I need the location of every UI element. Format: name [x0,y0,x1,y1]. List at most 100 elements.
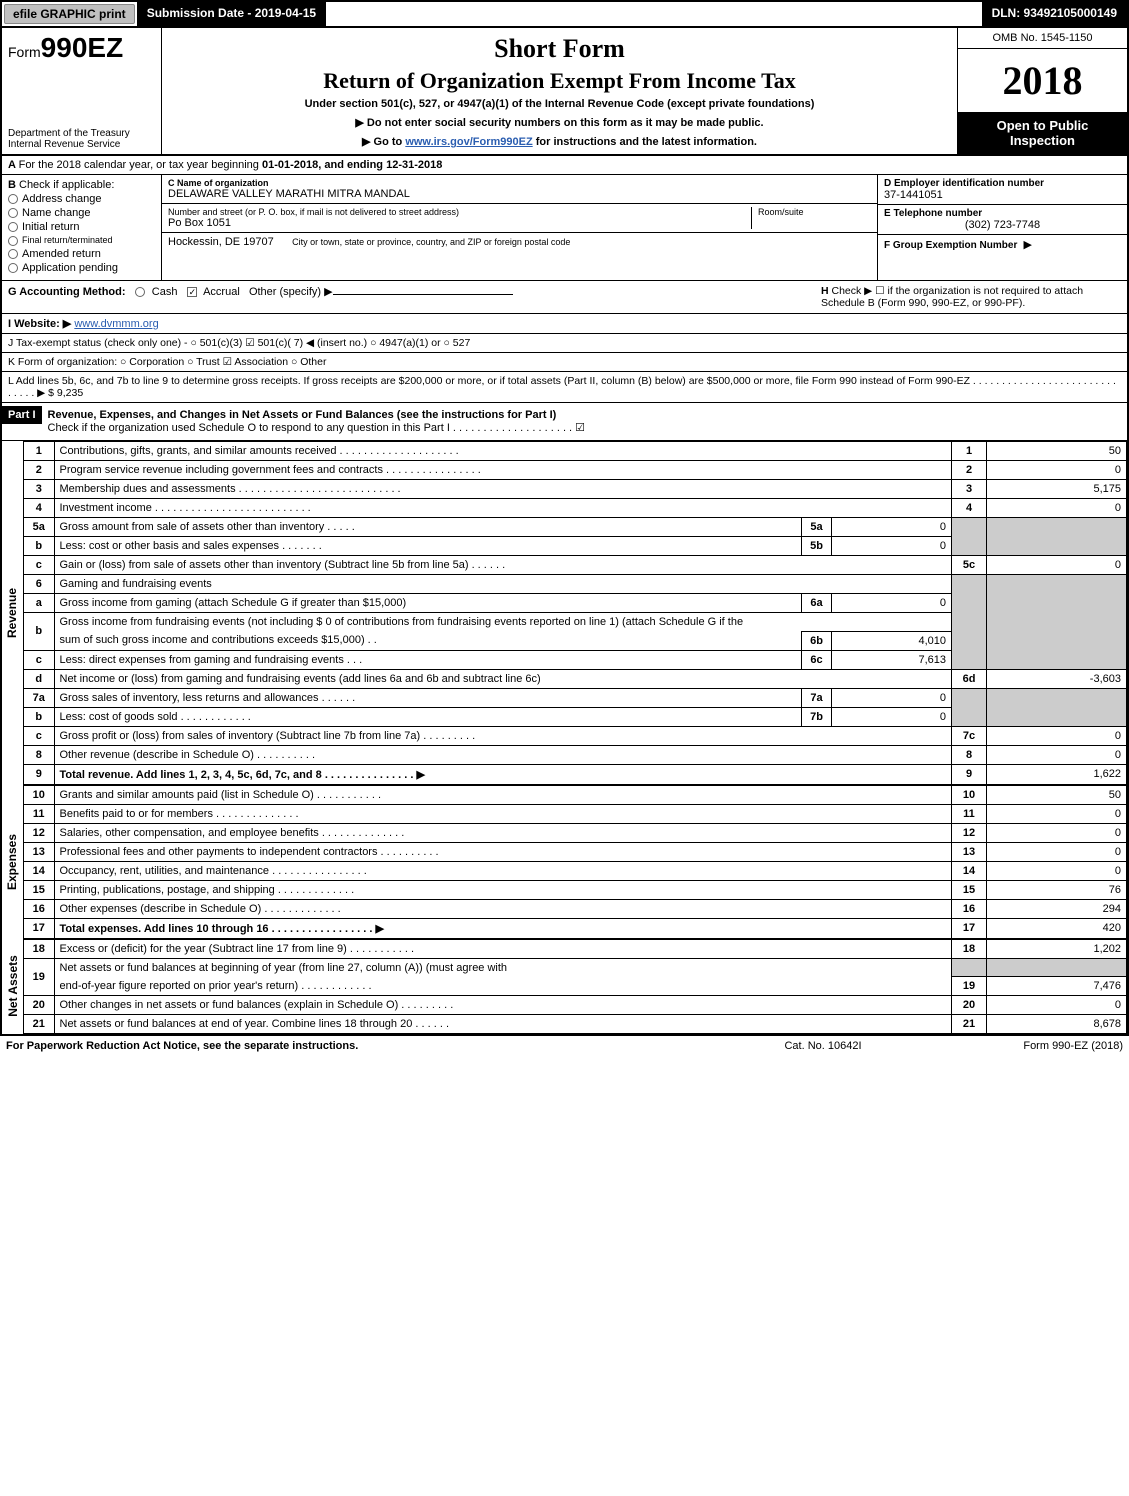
line-11: 11Benefits paid to or for members . . . … [24,804,1127,823]
irs-label: Internal Revenue Service [8,139,130,150]
g-accrual: Accrual [203,286,240,298]
header-right: OMB No. 1545-1150 2018 Open to Public In… [957,28,1127,154]
footer-formref: Form 990-EZ (2018) [923,1040,1123,1052]
dln-label: DLN: 93492105000149 [982,2,1127,26]
open-to-public: Open to Public Inspection [958,112,1127,154]
revenue-section: Revenue 1Contributions, gifts, grants, a… [2,441,1127,785]
form-header: Form990EZ Department of the Treasury Int… [2,28,1127,156]
line-21: 21Net assets or fund balances at end of … [24,1015,1127,1034]
line-5c: cGain or (loss) from sale of assets othe… [24,555,1127,574]
f-label: F Group Exemption Number [884,240,1017,251]
a-mid: , and ending [318,159,386,171]
line-j: J Tax-exempt status (check only one) - ○… [2,334,1127,353]
a-end: 12-31-2018 [386,159,442,171]
street-label: Number and street (or P. O. box, if mail… [168,207,751,217]
omb-number: OMB No. 1545-1150 [958,28,1127,49]
footer-line: For Paperwork Reduction Act Notice, see … [0,1036,1129,1056]
g-label: G Accounting Method: [8,286,126,298]
g-cash: Cash [152,286,178,298]
line-19b: end-of-year figure reported on prior yea… [24,977,1127,996]
line-g-h: G Accounting Method: Cash Accrual Other … [2,281,1127,314]
ssn-warning: ▶ Do not enter social security numbers o… [172,116,947,129]
footer-left: For Paperwork Reduction Act Notice, see … [6,1040,723,1052]
tax-year: 2018 [958,49,1127,112]
part-i-label: Part I [2,406,42,424]
line-8: 8Other revenue (describe in Schedule O) … [24,745,1127,764]
line-7c: cGross profit or (loss) from sales of in… [24,726,1127,745]
part-i-check: Check if the organization used Schedule … [48,422,586,434]
form-990ez: 990EZ [41,32,124,63]
line-5a: 5aGross amount from sale of assets other… [24,517,1127,536]
part-i-title: Revenue, Expenses, and Changes in Net As… [48,409,557,421]
form-prefix: Form [8,44,41,60]
street-value: Po Box 1051 [168,217,751,229]
line-l: L Add lines 5b, 6c, and 7b to line 9 to … [2,372,1127,403]
line-14: 14Occupancy, rent, utilities, and mainte… [24,861,1127,880]
line-16: 16Other expenses (describe in Schedule O… [24,899,1127,918]
line-17: 17Total expenses. Add lines 10 through 1… [24,918,1127,938]
net-assets-table: 18Excess or (deficit) for the year (Subt… [24,939,1127,1035]
part-i-header: Part I Revenue, Expenses, and Changes in… [2,403,1127,441]
expenses-section: Expenses 10Grants and similar amounts pa… [2,785,1127,939]
expenses-table: 10Grants and similar amounts paid (list … [24,785,1127,939]
i-label: I Website: ▶ [8,318,71,330]
line-k: K Form of organization: ○ Corporation ○ … [2,353,1127,372]
line-12: 12Salaries, other compensation, and empl… [24,823,1127,842]
efile-print-button[interactable]: efile GRAPHIC print [4,4,135,24]
line-19a: 19Net assets or fund balances at beginni… [24,958,1127,977]
cb-application-pending[interactable]: Application pending [8,262,155,274]
irs-link[interactable]: www.irs.gov/Form990EZ [405,136,532,148]
form-container: efile GRAPHIC print Submission Date - 20… [0,0,1129,1036]
revenue-side-label: Revenue [2,441,24,785]
website-link[interactable]: www.dvmmm.org [74,318,158,330]
cb-name-change[interactable]: Name change [8,207,155,219]
header-left: Form990EZ Department of the Treasury Int… [2,28,162,154]
open-line2: Inspection [962,133,1123,148]
line-7a: 7aGross sales of inventory, less returns… [24,688,1127,707]
line-13: 13Professional fees and other payments t… [24,842,1127,861]
a-begin: 01-01-2018 [262,159,318,171]
line-4: 4Investment income . . . . . . . . . . .… [24,498,1127,517]
section-b-to-f: B Check if applicable: Address change Na… [2,175,1127,281]
cb-accrual[interactable] [187,287,197,297]
expenses-side-label: Expenses [2,785,24,939]
dept-treasury: Department of the Treasury [8,128,130,139]
b-label: Check if applicable: [19,179,114,191]
cb-address-change[interactable]: Address change [8,193,155,205]
cb-amended-return[interactable]: Amended return [8,248,155,260]
under-section-text: Under section 501(c), 527, or 4947(a)(1)… [172,98,947,110]
net-assets-side-label: Net Assets [2,939,24,1035]
form-number: Form990EZ [8,32,155,64]
org-name: DELAWARE VALLEY MARATHI MITRA MANDAL [168,188,871,200]
city-label: City or town, state or province, country… [292,237,570,247]
open-line1: Open to Public [962,118,1123,133]
g-other: Other (specify) ▶ [249,286,333,298]
line-1: 1Contributions, gifts, grants, and simil… [24,441,1127,460]
net-assets-section: Net Assets 18Excess or (deficit) for the… [2,939,1127,1035]
cb-initial-return[interactable]: Initial return [8,221,155,233]
cb-final-return[interactable]: Final return/terminated [8,235,155,246]
header-middle: Short Form Return of Organization Exempt… [162,28,957,154]
submission-date: Submission Date - 2019-04-15 [137,2,326,26]
line-6: 6Gaming and fundraising events [24,574,1127,593]
line-2: 2Program service revenue including gover… [24,460,1127,479]
revenue-table: 1Contributions, gifts, grants, and simil… [24,441,1127,785]
cb-cash[interactable] [135,287,145,297]
col-b-checkboxes: B Check if applicable: Address change Na… [2,175,162,280]
e-label: E Telephone number [884,208,982,219]
line-10: 10Grants and similar amounts paid (list … [24,785,1127,804]
return-title: Return of Organization Exempt From Incom… [172,68,947,94]
f-arrow: ▶ [1023,239,1031,251]
top-bar: efile GRAPHIC print Submission Date - 20… [2,2,1127,28]
line-6d: dNet income or (loss) from gaming and fu… [24,669,1127,688]
h-text: H Check ▶ ☐ if the organization is not r… [821,285,1121,309]
short-form-title: Short Form [172,34,947,64]
col-c-name-address: C Name of organization DELAWARE VALLEY M… [162,175,877,280]
c-label: C Name of organization [168,178,269,188]
line-18: 18Excess or (deficit) for the year (Subt… [24,939,1127,958]
a-pre: For the 2018 calendar year, or tax year … [19,159,262,171]
room-label: Room/suite [758,207,871,217]
city-value: Hockessin, DE 19707 [168,236,274,248]
col-d-to-f: D Employer identification number 37-1441… [877,175,1127,280]
ein-value: 37-1441051 [884,189,1121,201]
